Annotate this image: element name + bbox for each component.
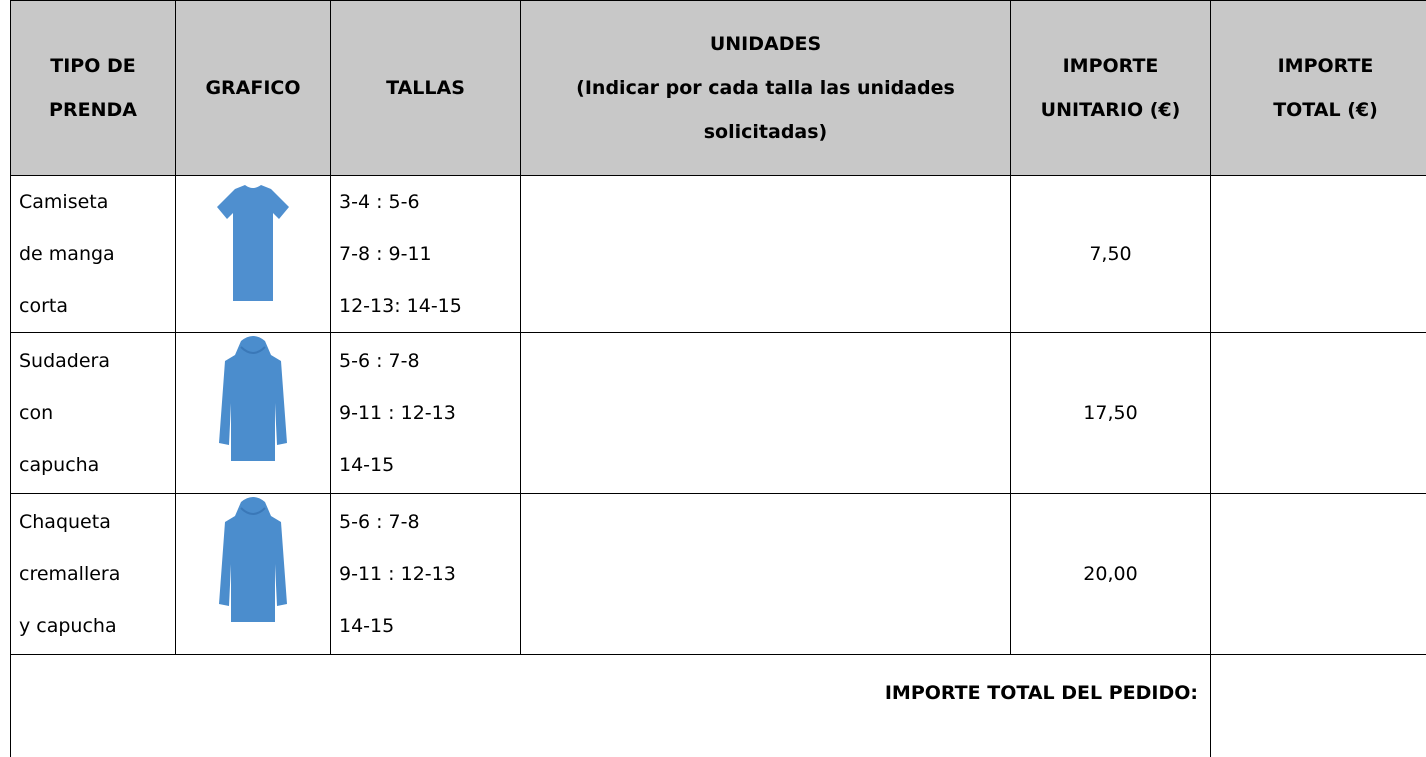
- header-cell: GRAFICO: [176, 1, 331, 176]
- size-line: 9-11 : 12-13: [339, 548, 512, 600]
- garment-line: Chaqueta: [19, 496, 167, 548]
- garment-line: corta: [19, 280, 167, 332]
- image-cell: [176, 176, 331, 333]
- header-line: TIPO DE: [19, 44, 167, 88]
- size-line: 9-11 : 12-13: [339, 387, 512, 439]
- header-line: solicitadas): [529, 110, 1002, 154]
- total-row: IMPORTE TOTAL DEL PEDIDO:: [11, 655, 1426, 757]
- unit-price: 7,50: [1011, 176, 1211, 333]
- header-cell: TALLAS: [331, 1, 521, 176]
- image-cell: [176, 494, 331, 655]
- header-line: GRAFICO: [184, 66, 322, 110]
- garment-line: Sudadera: [19, 335, 167, 387]
- total-cell: [1211, 655, 1426, 757]
- size-line: 14-15: [339, 439, 512, 491]
- unit-price: 17,50: [1011, 333, 1211, 494]
- garment-line: cremallera: [19, 548, 167, 600]
- garment-line: y capucha: [19, 600, 167, 652]
- header-line: TOTAL (€): [1219, 88, 1426, 132]
- header-line: IMPORTE: [1019, 44, 1202, 88]
- header-line: UNITARIO (€): [1019, 88, 1202, 132]
- garment-line: de manga: [19, 228, 167, 280]
- header-line: PRENDA: [19, 88, 167, 132]
- hoodie-image: [213, 333, 293, 473]
- total-label: IMPORTE TOTAL DEL PEDIDO:: [11, 655, 1211, 757]
- size-line: 14-15: [339, 600, 512, 652]
- header-line: UNIDADES: [529, 22, 1002, 66]
- size-line: 7-8 : 9-11: [339, 228, 512, 280]
- size-line: 3-4 : 5-6: [339, 176, 512, 228]
- total-price: [1211, 176, 1426, 333]
- size-line: 12-13: 14-15: [339, 280, 512, 332]
- total-price: [1211, 333, 1426, 494]
- hoodie-image: [213, 494, 293, 634]
- header-line: IMPORTE: [1219, 44, 1426, 88]
- garment-line: capucha: [19, 439, 167, 491]
- garment-line: Camiseta: [19, 176, 167, 228]
- header-cell: UNIDADES(Indicar por cada talla las unid…: [521, 1, 1011, 176]
- units-cell: [521, 494, 1011, 655]
- units-cell: [521, 176, 1011, 333]
- units-cell: [521, 333, 1011, 494]
- garment-line: con: [19, 387, 167, 439]
- image-cell: [176, 333, 331, 494]
- unit-price: 20,00: [1011, 494, 1211, 655]
- header-line: TALLAS: [339, 66, 512, 110]
- header-line: (Indicar por cada talla las unidades: [529, 66, 1002, 110]
- size-line: 5-6 : 7-8: [339, 335, 512, 387]
- size-line: 5-6 : 7-8: [339, 496, 512, 548]
- tshirt-image: [213, 179, 293, 309]
- total-price: [1211, 494, 1426, 655]
